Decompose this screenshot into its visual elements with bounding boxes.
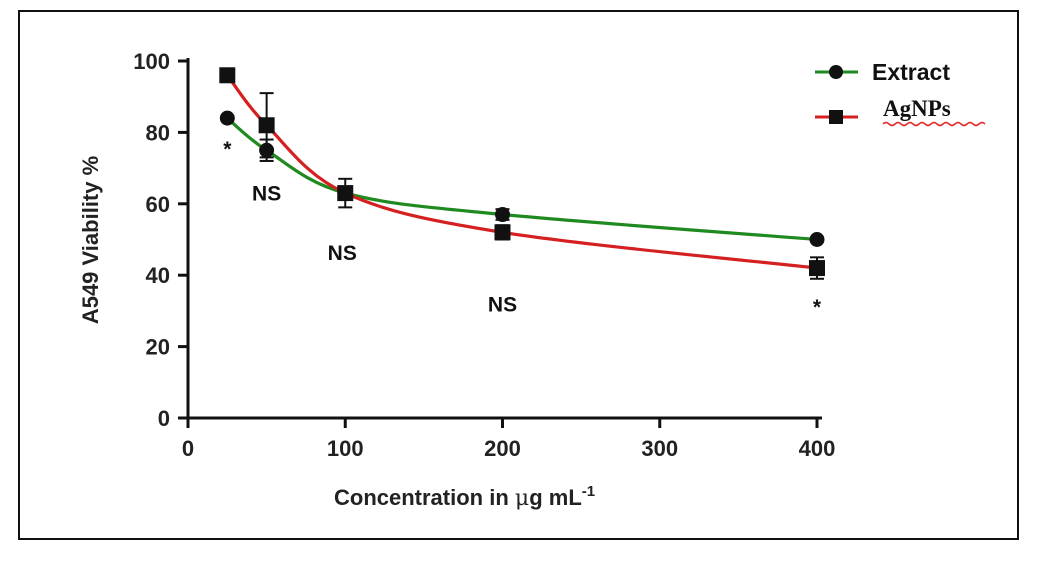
data-point-extract bbox=[259, 142, 275, 158]
data-point-extract bbox=[495, 207, 510, 223]
data-point-agnps bbox=[258, 117, 275, 134]
x-tick-label: 400 bbox=[799, 436, 836, 461]
data-point-agnps bbox=[494, 224, 511, 241]
y-axis-title: A549 Viability % bbox=[78, 156, 103, 324]
spellcheck-underline bbox=[882, 121, 986, 127]
significance-asterisk: * bbox=[223, 138, 232, 161]
y-tick-label: 20 bbox=[146, 335, 170, 360]
y-tick-label: 0 bbox=[158, 406, 170, 431]
ns-label: NS bbox=[488, 293, 517, 316]
y-tick-label: 100 bbox=[133, 49, 170, 74]
x-tick-label: 100 bbox=[327, 436, 364, 461]
legend-agnps-marker bbox=[829, 110, 843, 124]
y-tick-label: 80 bbox=[146, 120, 170, 145]
series-line-agnps bbox=[226, 74, 818, 270]
x-tick-label: 0 bbox=[182, 436, 194, 461]
legend-extract-marker bbox=[829, 65, 843, 79]
data-point-agnps bbox=[219, 67, 236, 84]
x-axis-title: Concentration in μg mL-1 bbox=[334, 483, 595, 511]
data-point-agnps bbox=[809, 260, 825, 277]
legend-extract-label: Extract bbox=[872, 59, 950, 85]
series-line-extract bbox=[226, 116, 818, 242]
y-tick-label: 60 bbox=[146, 192, 170, 217]
y-tick-label: 40 bbox=[146, 263, 170, 288]
data-point-agnps bbox=[337, 185, 354, 202]
ns-label: NS bbox=[252, 182, 281, 205]
legend-agnps-label: AgNPs bbox=[883, 96, 951, 121]
data-point-extract bbox=[809, 232, 825, 247]
data-point-extract bbox=[219, 110, 235, 126]
significance-asterisk: * bbox=[813, 296, 822, 319]
legend: Extract AgNPs bbox=[815, 59, 986, 127]
x-tick-label: 300 bbox=[641, 436, 678, 461]
ns-label: NS bbox=[328, 242, 357, 265]
x-tick-label: 200 bbox=[484, 436, 521, 461]
